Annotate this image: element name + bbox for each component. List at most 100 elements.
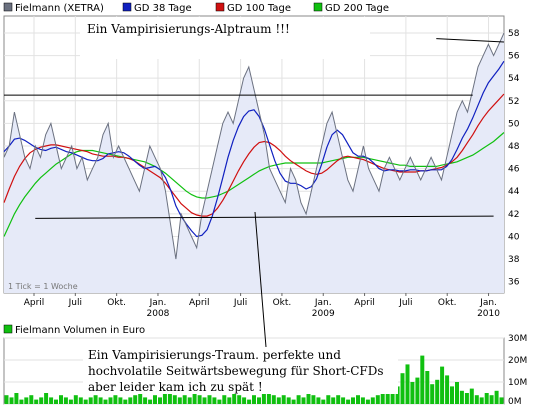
volume-bar: [182, 395, 187, 404]
y-tick-label: 52: [508, 97, 519, 107]
time-x-axis: April Juli Okt. Jan. April Juli Okt. Jan. April J…: [24, 293, 500, 319]
top-annotation: Ein Vampirisierungs-Alptraum !!!: [87, 22, 290, 36]
volume-bar: [113, 395, 118, 404]
volume-bar: [261, 393, 266, 404]
price-area-fill: [4, 33, 504, 293]
trend-lines: [4, 38, 505, 219]
y-tick-label: 40: [508, 232, 520, 242]
legend-label-gd100: GD 100 Tage: [227, 3, 291, 14]
volume-bar: [286, 397, 291, 404]
volume-bar: [59, 395, 63, 404]
x-tick-label: Jan.: [479, 298, 497, 308]
volume-bar: [118, 397, 123, 404]
volume-bar: [4, 395, 9, 404]
volume-bar: [103, 399, 108, 404]
volume-bar: [247, 399, 252, 404]
volume-bar: [306, 393, 311, 404]
volume-bar: [78, 397, 83, 404]
tick-note: 1 Tick = 1 Woche: [8, 282, 78, 291]
volume-bar: [138, 393, 143, 404]
y-tick-label: 42: [508, 210, 519, 220]
y-tick-label: 54: [508, 74, 520, 84]
bottom-annotation-line3: aber leider kam ich zu spät !: [88, 380, 263, 394]
series-line-gd200: [3, 132, 505, 237]
y-tick-label: 46: [508, 165, 520, 175]
volume-bar: [54, 399, 58, 404]
volume-bar: [271, 395, 276, 404]
legend-label-gd200: GD 200 Tage: [325, 3, 389, 14]
volume-bar: [148, 399, 153, 404]
y-tick-label: 58: [508, 29, 520, 39]
series-line-price: [3, 32, 505, 260]
volume-bar: [73, 395, 78, 404]
volume-bar: [202, 397, 207, 404]
volume-bar: [464, 393, 469, 404]
volume-bar: [232, 393, 237, 404]
volume-bar: [425, 371, 430, 404]
volume-bar: [212, 397, 217, 404]
volume-bar: [459, 390, 464, 404]
year-label: 2010: [477, 309, 500, 319]
series-line-gd38: [3, 60, 505, 238]
bottom-annotation-line2: hochvolatile Seitwärtsbewegung für Short…: [88, 364, 384, 378]
volume-bar: [93, 395, 98, 404]
x-tick-label: Jan.: [149, 298, 167, 308]
volume-bar: [49, 397, 54, 404]
volume-tick-label: 30M: [508, 334, 527, 344]
volume-legend-swatch: [3, 324, 13, 334]
volume-bar: [34, 399, 39, 404]
price-y-axis: 36 38 40 42 44 46 48 50 52 54 56 58: [508, 29, 520, 288]
volume-bar: [242, 397, 247, 404]
volume-bar: [316, 397, 321, 404]
x-tick-label: April: [354, 298, 375, 308]
trend-line: [35, 215, 494, 219]
volume-bar: [44, 393, 49, 404]
volume-bar: [395, 386, 400, 404]
volume-bar: [63, 397, 68, 404]
volume-bar: [257, 397, 261, 404]
volume-bar: [252, 395, 256, 404]
legend-swatch-gd38: [122, 2, 132, 12]
volume-bar: [435, 379, 440, 404]
price-legend: Fielmann (XETRA) GD 38 Tage GD 100 Tage …: [3, 2, 389, 14]
volume-bar: [143, 397, 148, 404]
volume-tick-label: 20M: [508, 356, 527, 366]
x-tick-label: Juli: [68, 298, 82, 308]
price-series: [3, 32, 505, 260]
legend-label-gd38: GD 38 Tage: [134, 3, 192, 14]
annotation-pointer-line: [254, 211, 267, 348]
legend-swatch-gd200: [313, 2, 323, 12]
volume-bar: [450, 386, 454, 404]
volume-bar: [281, 395, 286, 404]
volume-bar: [133, 395, 138, 404]
y-tick-label: 44: [508, 187, 520, 197]
volume-bar: [321, 399, 326, 404]
volume-bar: [484, 393, 489, 404]
volume-bar: [24, 397, 29, 404]
volume-bar: [455, 382, 459, 404]
volume-tick-label: 0M: [508, 397, 522, 407]
year-label: 2008: [147, 309, 170, 319]
volume-bar: [346, 399, 351, 404]
top-annotation-box: [80, 17, 370, 59]
volume-bar: [375, 395, 380, 404]
volume-bar: [167, 390, 172, 404]
volume-bar: [341, 397, 346, 404]
volume-bar: [400, 373, 405, 404]
volume-bar: [370, 397, 375, 404]
volume-bar: [469, 388, 474, 404]
volume-bar: [291, 399, 296, 404]
x-tick-label: Juli: [233, 298, 247, 308]
x-tick-label: Juli: [398, 298, 412, 308]
volume-legend-label: Fielmann Volumen in Euro: [15, 325, 145, 336]
volume-bar: [237, 395, 242, 404]
legend-swatch-price: [3, 2, 13, 12]
volume-bar: [158, 397, 162, 404]
y-tick-label: 48: [508, 142, 520, 152]
volume-bar: [415, 377, 420, 404]
volume-bar: [187, 397, 192, 404]
volume-tick-label: 10M: [508, 378, 527, 388]
volume-bar: [420, 355, 425, 404]
volume-bar: [88, 397, 93, 404]
